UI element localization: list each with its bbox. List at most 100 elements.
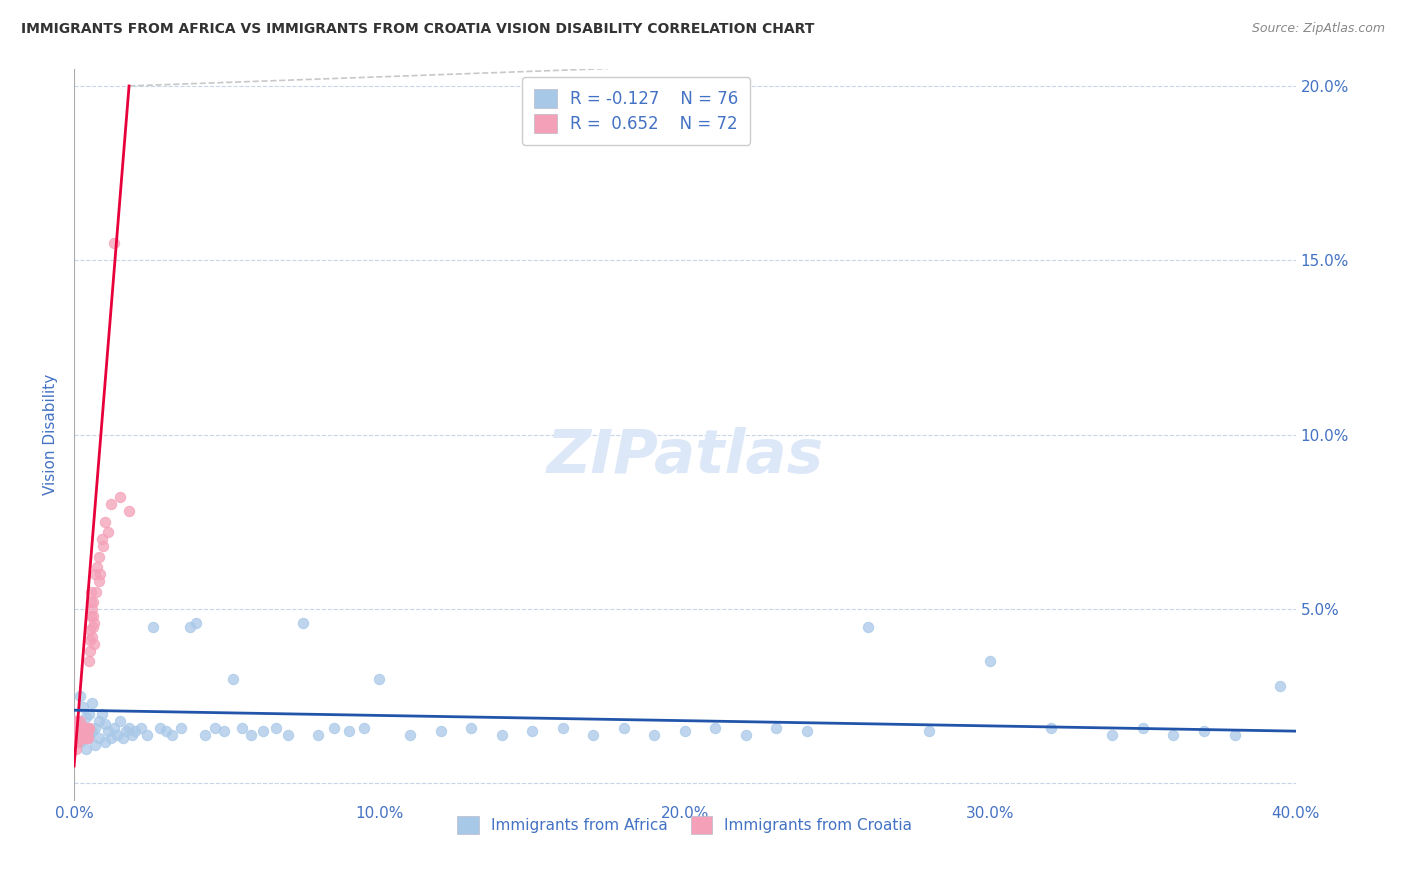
- Point: [121, 728, 143, 742]
- Point: [80, 630, 103, 644]
- Point: [70, 731, 93, 745]
- Point: [322, 721, 344, 735]
- Point: [129, 721, 152, 735]
- Point: [83, 615, 105, 630]
- Point: [735, 728, 758, 742]
- Point: [520, 724, 543, 739]
- Point: [76, 731, 98, 745]
- Point: [1040, 721, 1063, 735]
- Point: [103, 235, 125, 250]
- Point: [65, 714, 87, 728]
- Point: [1270, 679, 1292, 693]
- Point: [82, 619, 104, 633]
- Point: [72, 728, 94, 742]
- Point: [170, 721, 193, 735]
- Point: [83, 637, 105, 651]
- Point: [89, 549, 111, 564]
- Point: [84, 721, 107, 735]
- Point: [149, 721, 172, 735]
- Point: [63, 724, 86, 739]
- Point: [80, 595, 103, 609]
- Point: [277, 728, 299, 742]
- Point: [67, 721, 90, 735]
- Point: [79, 623, 101, 637]
- Point: [252, 724, 274, 739]
- Point: [72, 724, 94, 739]
- Point: [70, 721, 93, 735]
- Text: Source: ZipAtlas.com: Source: ZipAtlas.com: [1251, 22, 1385, 36]
- Point: [79, 706, 101, 721]
- Point: [429, 724, 451, 739]
- Point: [75, 728, 97, 742]
- Point: [160, 728, 183, 742]
- Point: [76, 724, 98, 739]
- Point: [1163, 728, 1185, 742]
- Point: [97, 525, 120, 540]
- Point: [100, 498, 122, 512]
- Point: [72, 724, 94, 739]
- Point: [111, 731, 134, 745]
- Point: [79, 633, 101, 648]
- Point: [97, 724, 120, 739]
- Point: [76, 721, 98, 735]
- Point: [118, 721, 141, 735]
- Point: [179, 619, 201, 633]
- Point: [337, 724, 360, 739]
- Point: [66, 734, 89, 748]
- Point: [79, 644, 101, 658]
- Point: [93, 515, 115, 529]
- Point: [704, 721, 727, 735]
- Point: [82, 602, 104, 616]
- Point: [231, 721, 253, 735]
- Point: [673, 724, 696, 739]
- Point: [80, 584, 103, 599]
- Point: [73, 731, 96, 745]
- Point: [72, 728, 94, 742]
- Point: [75, 721, 97, 735]
- Text: IMMIGRANTS FROM AFRICA VS IMMIGRANTS FROM CROATIA VISION DISABILITY CORRELATION : IMMIGRANTS FROM AFRICA VS IMMIGRANTS FRO…: [21, 22, 814, 37]
- Point: [979, 654, 1001, 668]
- Point: [292, 615, 315, 630]
- Point: [86, 560, 108, 574]
- Point: [100, 731, 122, 745]
- Point: [80, 609, 103, 624]
- Point: [194, 728, 217, 742]
- Point: [67, 721, 90, 735]
- Y-axis label: Vision Disability: Vision Disability: [44, 374, 58, 495]
- Point: [75, 741, 97, 756]
- Point: [66, 714, 89, 728]
- Point: [82, 696, 104, 710]
- Point: [1132, 721, 1154, 735]
- Point: [136, 728, 159, 742]
- Point: [491, 728, 513, 742]
- Point: [82, 595, 104, 609]
- Point: [75, 724, 97, 739]
- Point: [90, 706, 112, 721]
- Point: [264, 721, 287, 735]
- Point: [918, 724, 941, 739]
- Point: [108, 491, 131, 505]
- Point: [82, 609, 104, 624]
- Point: [82, 724, 104, 739]
- Point: [69, 721, 91, 735]
- Point: [91, 539, 114, 553]
- Point: [66, 728, 89, 742]
- Point: [551, 721, 574, 735]
- Point: [69, 734, 91, 748]
- Point: [856, 619, 879, 633]
- Point: [460, 721, 482, 735]
- Point: [70, 724, 93, 739]
- Point: [77, 724, 100, 739]
- Point: [93, 717, 115, 731]
- Point: [186, 615, 208, 630]
- Point: [77, 731, 100, 745]
- Point: [1223, 728, 1246, 742]
- Point: [643, 728, 665, 742]
- Point: [87, 714, 110, 728]
- Point: [93, 734, 115, 748]
- Point: [115, 724, 138, 739]
- Point: [67, 731, 90, 745]
- Point: [84, 738, 107, 752]
- Point: [79, 654, 101, 668]
- Point: [90, 533, 112, 547]
